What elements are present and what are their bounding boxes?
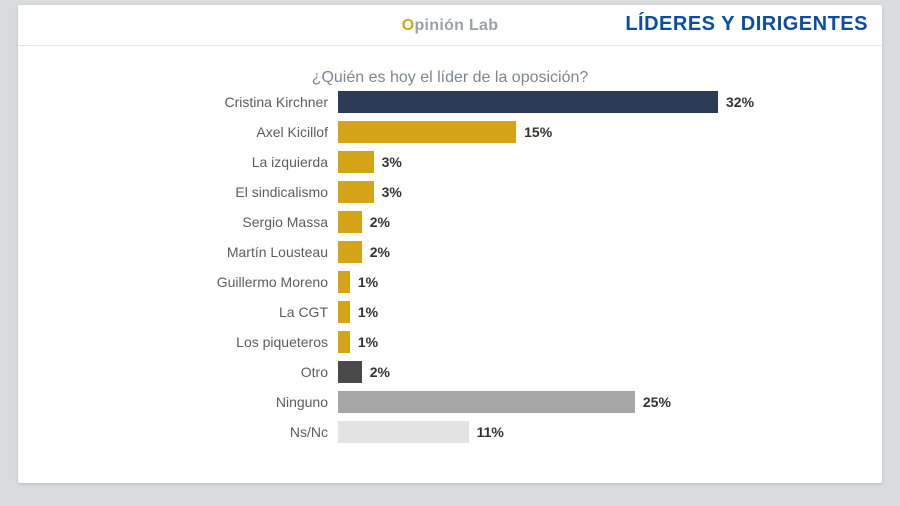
chart-bar (338, 421, 469, 443)
chart-bar-value: 1% (358, 274, 378, 290)
chart-row: Sergio Massa 2% (18, 207, 882, 237)
chart-row: Cristina Kirchner 32% (18, 87, 882, 117)
chart-bar-track: 3% (338, 151, 882, 173)
brand-logo: Opinión Lab (402, 17, 499, 35)
chart-bar-value: 25% (643, 394, 671, 410)
chart-bar-track: 2% (338, 211, 882, 233)
chart-title: ¿Quién es hoy el líder de la oposición? (18, 69, 882, 87)
chart-bar (338, 301, 350, 323)
chart-row: Martín Lousteau 2% (18, 237, 882, 267)
chart-row-label: Sergio Massa (18, 214, 338, 230)
chart-bar-track: 2% (338, 241, 882, 263)
chart-row: La CGT 1% (18, 297, 882, 327)
chart-row: La izquierda 3% (18, 147, 882, 177)
chart-bar (338, 91, 718, 113)
chart-bar-track: 3% (338, 181, 882, 203)
chart-row-label: Guillermo Moreno (18, 274, 338, 290)
chart-bar-track: 15% (338, 121, 882, 143)
chart-row-label: Ninguno (18, 394, 338, 410)
chart-row-label: La izquierda (18, 154, 338, 170)
chart-bar-value: 2% (370, 244, 390, 260)
chart-bar (338, 151, 374, 173)
chart-bar (338, 361, 362, 383)
chart-bar-value: 3% (382, 184, 402, 200)
card: Opinión Lab LÍDERES Y DIRIGENTES ¿Quién … (18, 5, 882, 483)
chart-row: Guillermo Moreno 1% (18, 267, 882, 297)
chart-bar-track: 32% (338, 91, 882, 113)
chart-bar-value: 3% (382, 154, 402, 170)
chart-row: Otro 2% (18, 357, 882, 387)
brand-accent-letter: O (402, 17, 415, 34)
chart-row-label: Martín Lousteau (18, 244, 338, 260)
chart-bar-value: 11% (477, 424, 504, 440)
chart-bar-track: 1% (338, 271, 882, 293)
bar-chart: Cristina Kirchner 32% Axel Kicillof 15% La i… (18, 87, 882, 447)
chart-bar (338, 181, 374, 203)
chart-row-label: Otro (18, 364, 338, 380)
chart-bar (338, 391, 635, 413)
header: Opinión Lab LÍDERES Y DIRIGENTES (18, 5, 882, 49)
chart-bar (338, 121, 516, 143)
chart-row: El sindicalismo 3% (18, 177, 882, 207)
section-title: LÍDERES Y DIRIGENTES (625, 13, 868, 36)
chart-row-label: Cristina Kirchner (18, 94, 338, 110)
chart-bar-track: 11% (338, 421, 882, 443)
chart-row: Ns/Nc 11% (18, 417, 882, 447)
chart-row-label: Los piqueteros (18, 334, 338, 350)
chart-bar-value: 32% (726, 94, 754, 110)
chart-bar-track: 2% (338, 361, 882, 383)
chart-row-label: El sindicalismo (18, 184, 338, 200)
chart-row: Axel Kicillof 15% (18, 117, 882, 147)
chart-bar-value: 1% (358, 334, 378, 350)
chart-bar-value: 15% (524, 124, 552, 140)
chart-bar (338, 331, 350, 353)
chart-bar (338, 211, 362, 233)
header-divider (18, 45, 882, 46)
chart-row-label: Ns/Nc (18, 424, 338, 440)
chart-bar (338, 241, 362, 263)
chart-row: Ninguno 25% (18, 387, 882, 417)
chart-bar-track: 1% (338, 301, 882, 323)
chart-bar-track: 1% (338, 331, 882, 353)
chart-row: Los piqueteros 1% (18, 327, 882, 357)
chart-row-label: Axel Kicillof (18, 124, 338, 140)
chart-bar-value: 2% (370, 214, 390, 230)
brand-rest: pinión Lab (414, 17, 498, 34)
chart-row-label: La CGT (18, 304, 338, 320)
chart-bar-value: 1% (358, 304, 378, 320)
chart-bar-track: 25% (338, 391, 882, 413)
chart-bar (338, 271, 350, 293)
chart-bar-value: 2% (370, 364, 390, 380)
